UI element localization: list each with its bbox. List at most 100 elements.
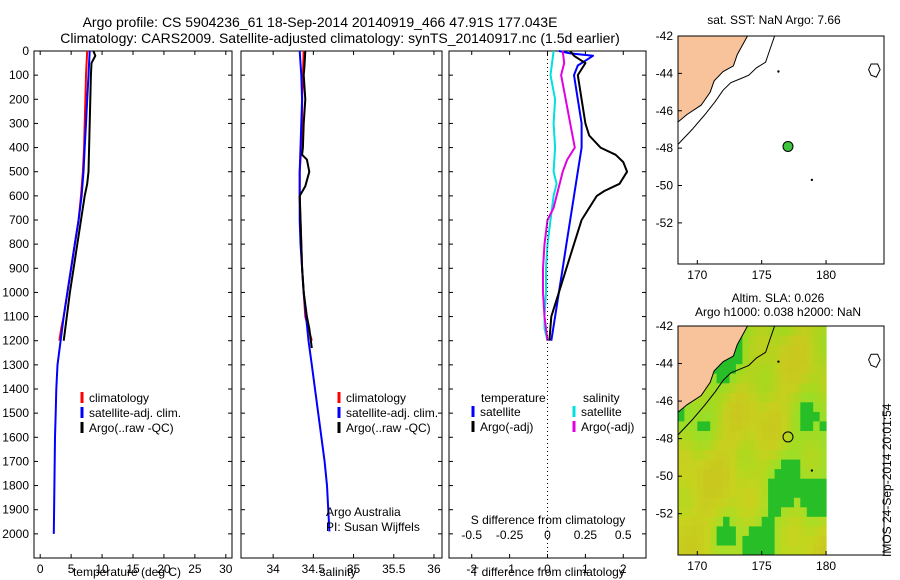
- sla-cell: [793, 526, 801, 537]
- sla-cell: [690, 440, 698, 451]
- sla-cell: [710, 535, 718, 546]
- sla-cell: [774, 535, 782, 546]
- sla-cell: [748, 478, 756, 489]
- sla-cell: [735, 516, 743, 527]
- sla-cell: [742, 335, 750, 346]
- sla-cell: [793, 459, 801, 470]
- sla-cell: [793, 354, 801, 365]
- sla-cell: [774, 440, 782, 451]
- sla-cell: [793, 440, 801, 451]
- sla-cell: [813, 402, 821, 413]
- sla-cell: [710, 516, 718, 527]
- sla-cell: [735, 431, 743, 442]
- lat-tick-label: -44: [656, 357, 674, 371]
- sla-cell: [774, 507, 782, 518]
- sla-cell: [723, 450, 731, 461]
- sla-cell: [742, 354, 750, 365]
- legend-label: Argo(-adj): [581, 420, 634, 434]
- sla-cell: [748, 373, 756, 384]
- plot-frame: [240, 50, 443, 559]
- sla-cell: [742, 383, 750, 394]
- sla-cell: [774, 373, 782, 384]
- sla-cell: [716, 373, 724, 384]
- sla-cell: [729, 526, 737, 537]
- sla-cell: [697, 450, 705, 461]
- sla-cell: [735, 469, 743, 480]
- sla-cell: [761, 364, 769, 375]
- y-tick-label: 200: [9, 92, 29, 106]
- sla-cell: [755, 507, 763, 518]
- sla-cell: [813, 421, 821, 432]
- x-tick-label: 36: [427, 562, 441, 576]
- sla-cell: [678, 478, 685, 489]
- sla-cell: [735, 545, 743, 555]
- sla-cell: [813, 469, 821, 480]
- sla-cell: [748, 545, 756, 555]
- sla-cell: [813, 431, 821, 442]
- sla-cell: [768, 545, 776, 555]
- sla-cell: [710, 373, 718, 384]
- sla-cell: [813, 535, 821, 546]
- sla-cell: [793, 497, 801, 508]
- sla-cell: [819, 488, 827, 499]
- sla-cell: [735, 488, 743, 499]
- sla-cell: [793, 421, 801, 432]
- sla-cell: [800, 431, 808, 442]
- sla-cell: [710, 402, 718, 413]
- sla-cell: [768, 326, 776, 337]
- sla-cell: [697, 421, 705, 432]
- sla-cell: [793, 326, 801, 337]
- sla-cell: [768, 450, 776, 461]
- argo-float-marker: [782, 140, 794, 152]
- sla-cell: [813, 364, 821, 375]
- sla-cell: [806, 469, 814, 480]
- series-line-argo-raw-qc-: [298, 50, 313, 349]
- sla-cell: [690, 478, 698, 489]
- sla-cell: [787, 469, 795, 480]
- sla-cell: [690, 488, 698, 499]
- sla-cell: [774, 516, 782, 527]
- chatham-islands-outline: [868, 63, 881, 78]
- sla-cell: [723, 373, 731, 384]
- sla-cell: [729, 478, 737, 489]
- sla-cell: [787, 392, 795, 403]
- sla-cell: [703, 459, 711, 470]
- sla-cell: [729, 421, 737, 432]
- sla-cell: [819, 507, 827, 518]
- sla-cell: [768, 364, 776, 375]
- sla-cell: [710, 411, 718, 422]
- map-content: [678, 36, 884, 264]
- legend-label: Argo(..raw -QC): [346, 421, 431, 435]
- sla-cell: [800, 411, 808, 422]
- sla-cell: [781, 507, 788, 518]
- sla-cell: [819, 402, 827, 413]
- sla-cell: [813, 373, 821, 384]
- sla-cell: [761, 421, 769, 432]
- legend-label: satellite-adj. clim.: [89, 406, 181, 420]
- sla-cell: [748, 364, 756, 375]
- sla-cell: [684, 459, 692, 470]
- sla-cell: [768, 497, 776, 508]
- sla-cell: [781, 354, 788, 365]
- sla-cell: [774, 545, 782, 555]
- sla-cell: [723, 545, 731, 555]
- sla-cell: [697, 535, 705, 546]
- sla-cell: [748, 326, 756, 337]
- sla-cell: [703, 507, 711, 518]
- sla-cell: [787, 516, 795, 527]
- sla-cell: [806, 526, 814, 537]
- sla-cell: [768, 431, 776, 442]
- sla-cell: [755, 526, 763, 537]
- s-difference-axis-label: S difference from climatology: [471, 513, 626, 527]
- sla-cell: [813, 526, 821, 537]
- sla-cell: [813, 478, 821, 489]
- sla-cell: [703, 516, 711, 527]
- sla-cell: [774, 402, 782, 413]
- sla-cell: [800, 469, 808, 480]
- sla-cell: [761, 402, 769, 413]
- sla-cell: [768, 392, 776, 403]
- sla-cell: [729, 392, 737, 403]
- sla-cell: [735, 459, 743, 470]
- sla-cell: [723, 526, 731, 537]
- y-tick-label: 1300: [2, 358, 29, 372]
